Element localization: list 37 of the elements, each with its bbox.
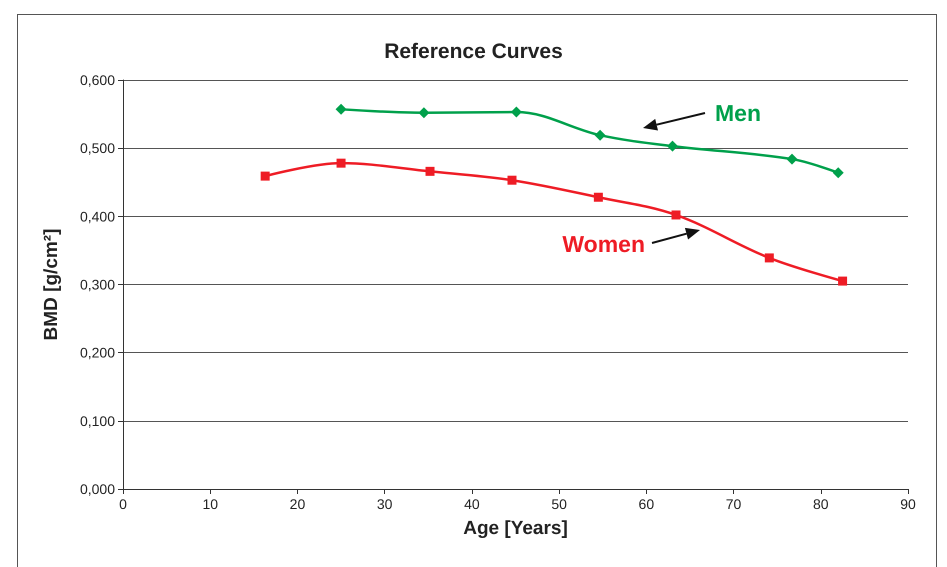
- point: [418, 107, 430, 118]
- point: [594, 192, 603, 202]
- x-tick-label: 30: [376, 496, 393, 512]
- y-tick-label: 0,600: [80, 72, 116, 88]
- point: [260, 172, 270, 181]
- x-tick-label: 70: [726, 496, 742, 512]
- y-tick-label: 0,400: [80, 208, 116, 224]
- chart-title: Reference Curves: [384, 40, 563, 63]
- y-tick-label: 0,100: [80, 412, 116, 429]
- x-tick-label: 80: [812, 496, 829, 512]
- y-tick-label: 0,300: [80, 276, 116, 292]
- point: [671, 210, 680, 220]
- series-label: Men: [715, 100, 761, 126]
- x-axis-title: Age [Years]: [463, 518, 568, 539]
- x-tick-label: 10: [202, 496, 218, 512]
- point: [510, 106, 522, 118]
- point: [336, 158, 346, 168]
- x-tick-label: 20: [290, 496, 306, 512]
- point: [832, 167, 844, 178]
- point: [764, 253, 774, 262]
- x-tick-label: 60: [638, 496, 654, 512]
- point: [838, 276, 848, 286]
- point: [786, 154, 798, 165]
- point: [594, 130, 606, 141]
- y-tick-label: 0,200: [80, 344, 116, 361]
- series-label: Women: [562, 231, 645, 257]
- x-tick-label: 0: [119, 496, 128, 512]
- point: [426, 166, 435, 176]
- y-axis-title: BMD [g/cm²]: [41, 228, 62, 340]
- y-tick-label: 0,500: [80, 140, 116, 156]
- x-tick-label: 90: [900, 496, 916, 512]
- point: [336, 104, 347, 115]
- point: [508, 176, 517, 185]
- x-tick-label: 40: [464, 496, 480, 512]
- x-tick-label: 50: [551, 496, 568, 512]
- y-tick-label: 0,000: [80, 481, 116, 497]
- point: [667, 140, 678, 152]
